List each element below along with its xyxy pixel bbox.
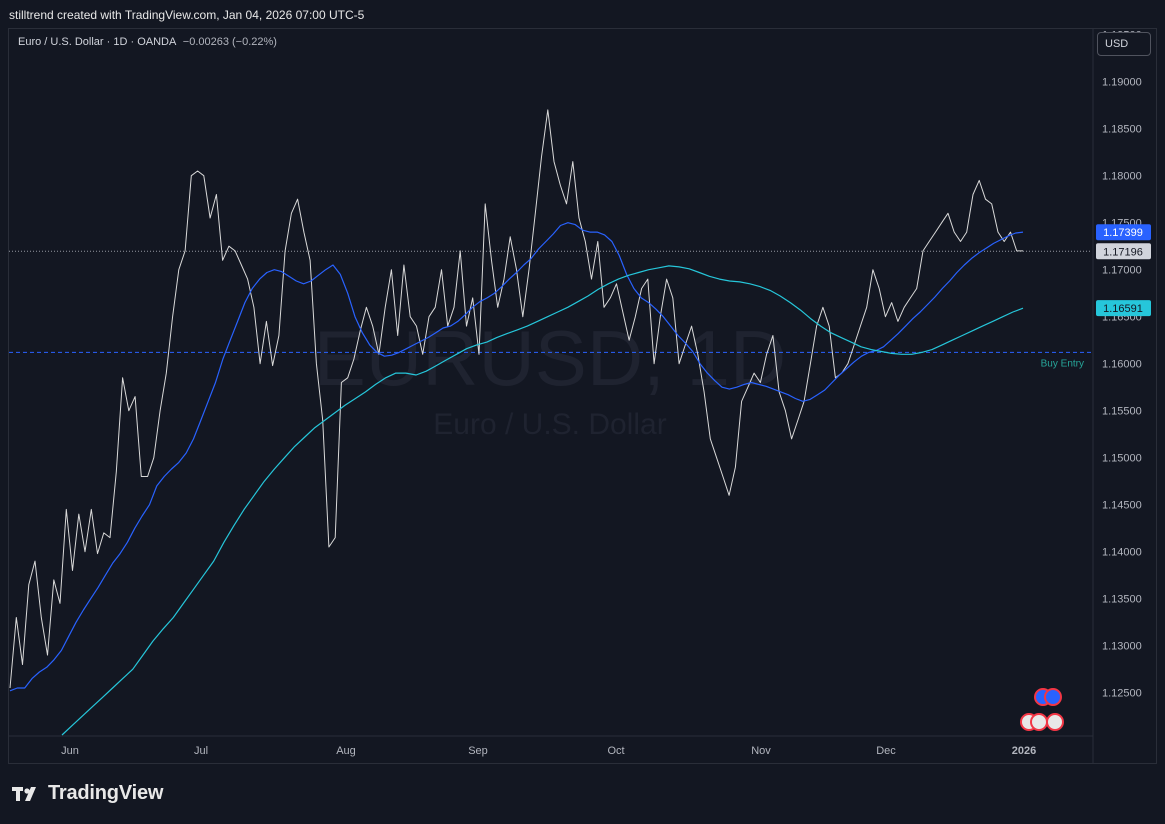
y-axis[interactable]: 1.195001.190001.185001.180001.175001.170… xyxy=(1102,30,1142,700)
x-tick-label: Nov xyxy=(751,745,771,757)
tradingview-logo-icon xyxy=(12,786,36,801)
us-flag-icon[interactable] xyxy=(1030,713,1048,731)
y-tick-label: 1.12500 xyxy=(1102,688,1142,700)
watermark-name: Euro / U.S. Dollar xyxy=(433,408,666,441)
price-tag-label: 1.16591 xyxy=(1103,303,1143,315)
price-tag-box xyxy=(1096,224,1151,241)
y-tick-label: 1.19000 xyxy=(1102,77,1142,89)
y-tick-label: 1.18500 xyxy=(1102,124,1142,136)
buy-entry-label: Buy Entry xyxy=(1041,358,1084,369)
caption-text: stilltrend created with TradingView.com,… xyxy=(9,8,365,22)
chart-frame[interactable] xyxy=(8,28,1157,764)
symbol-title: Euro / U.S. Dollar · 1D · OANDA xyxy=(18,36,176,48)
y-tick-label: 1.15000 xyxy=(1102,453,1142,465)
y-tick-label: 1.18000 xyxy=(1102,171,1142,183)
symbol-change: −0.00263 (−0.22%) xyxy=(182,36,277,48)
x-tick-label: Jun xyxy=(61,745,79,757)
symbol-legend[interactable]: Euro / U.S. Dollar · 1D · OANDA −0.00263… xyxy=(18,36,277,48)
brand-name: TradingView xyxy=(48,782,164,804)
us-flag-icon[interactable] xyxy=(1046,713,1064,731)
x-tick-label: Oct xyxy=(607,745,624,757)
y-tick-label: 1.15500 xyxy=(1102,406,1142,418)
price-tag-box xyxy=(1096,243,1151,260)
eu-flag-icon[interactable] xyxy=(1044,688,1062,706)
watermark-ticker: EURUSD, 1D xyxy=(314,314,786,402)
caption-bar: stilltrend created with TradingView.com,… xyxy=(0,0,1165,28)
price-tag-label: 1.17399 xyxy=(1103,227,1143,239)
x-tick-label: Jul xyxy=(194,745,208,757)
x-tick-label: 2026 xyxy=(1012,745,1036,757)
ma-fast-series[interactable] xyxy=(9,222,1024,692)
y-tick-label: 1.17000 xyxy=(1102,265,1142,277)
price-tag-box xyxy=(1096,300,1151,317)
price-tag-label: 1.17196 xyxy=(1103,246,1143,258)
event-icons[interactable] xyxy=(1020,688,1064,731)
y-tick-label: 1.14000 xyxy=(1102,547,1142,559)
ma-slow-series[interactable] xyxy=(61,265,1024,736)
tradingview-logo[interactable]: TradingView xyxy=(12,782,163,805)
x-axis[interactable]: Jun Jul Aug Sep Oct Nov Dec 2026 xyxy=(61,745,1036,757)
x-tick-label: Aug xyxy=(336,745,356,757)
series-group xyxy=(9,109,1024,736)
x-tick-label: Dec xyxy=(876,745,896,757)
currency-button[interactable]: USD xyxy=(1097,32,1151,56)
footer xyxy=(0,764,1165,824)
y-tick-label: 1.14500 xyxy=(1102,500,1142,512)
y-tick-label: 1.13500 xyxy=(1102,594,1142,606)
y-tick-label: 1.13000 xyxy=(1102,641,1142,653)
x-tick-label: Sep xyxy=(468,745,488,757)
horizontal-lines: Buy Entry xyxy=(9,250,1092,369)
price-series[interactable] xyxy=(9,109,1023,689)
price-tags: 1.17399 1.17196 1.16591 xyxy=(1096,224,1151,317)
y-tick-label: 1.16000 xyxy=(1102,359,1142,371)
